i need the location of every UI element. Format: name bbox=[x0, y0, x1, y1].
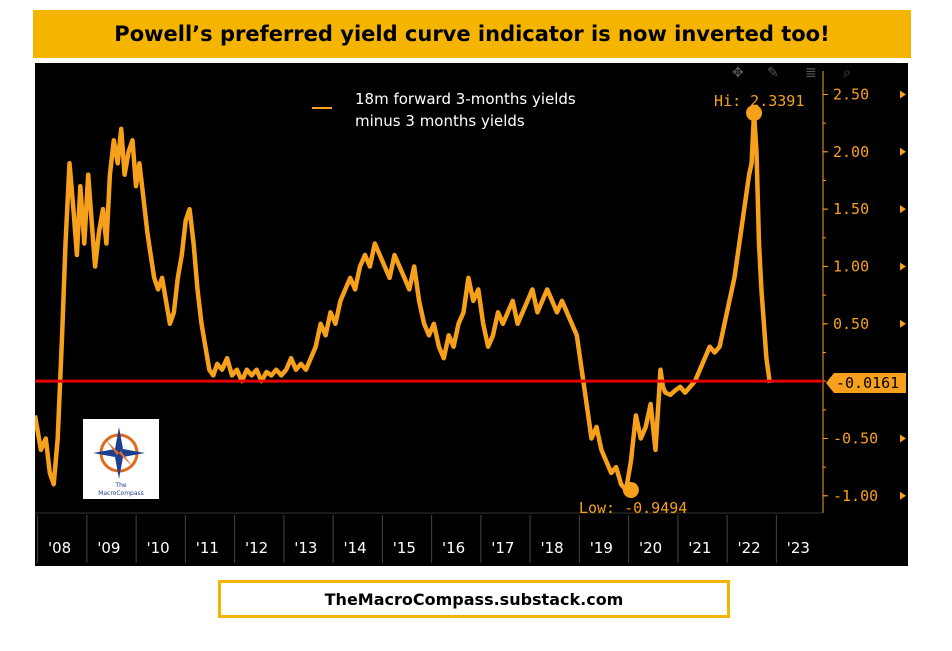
x-tick-label: '09 bbox=[97, 539, 120, 557]
svg-text:MacroCompass: MacroCompass bbox=[98, 490, 144, 497]
low-marker bbox=[622, 481, 639, 498]
search-icon[interactable]: ⌕ bbox=[843, 65, 851, 81]
page-title: Powell’s preferred yield curve indicator… bbox=[114, 22, 830, 46]
compass-logo-icon: The MacroCompass bbox=[93, 427, 145, 497]
last-value-label: -0.0161 bbox=[836, 374, 899, 392]
x-tick-label: '23 bbox=[787, 539, 810, 557]
y-tick-label: -0.50 bbox=[833, 429, 878, 447]
chart-annotations: Hi: 2.3391 Low: -0.9494 -0.0161 bbox=[35, 92, 906, 517]
chart: ✥ ✎ ≣ ⌕ 2.50 2.00 1.50 1.00 0.50 -0.50 -1.00 '0… bbox=[35, 65, 906, 563]
y-tick-arrow-icon bbox=[900, 205, 906, 214]
x-tick-label: '13 bbox=[294, 539, 317, 557]
y-tick-arrow-icon bbox=[900, 147, 906, 156]
x-tick-label: '16 bbox=[442, 539, 465, 557]
last-value-tag bbox=[826, 372, 906, 393]
legend-line-1: 18m forward 3-months yields bbox=[355, 90, 576, 108]
footer-url[interactable]: TheMacroCompass.substack.com bbox=[324, 589, 624, 609]
chart-toolbar[interactable]: ✥ ✎ ≣ ⌕ bbox=[732, 65, 851, 81]
draw-icon[interactable]: ✎ bbox=[767, 65, 779, 81]
y-tick-label: 2.50 bbox=[833, 85, 869, 103]
x-tick-label: '20 bbox=[639, 539, 662, 557]
y-tick-label: -1.00 bbox=[833, 487, 878, 505]
x-tick-label: '15 bbox=[393, 539, 416, 557]
chart-panel: ✥ ✎ ≣ ⌕ 2.50 2.00 1.50 1.00 0.50 -0.50 -1.00 '0… bbox=[35, 63, 908, 566]
footer-box: TheMacroCompass.substack.com bbox=[218, 580, 730, 618]
y-tick-arrow-icon bbox=[900, 434, 906, 443]
x-tick-label: '17 bbox=[491, 539, 514, 557]
list-icon[interactable]: ≣ bbox=[805, 65, 817, 81]
chart-legend: 18m forward 3-months yields minus 3 mont… bbox=[312, 90, 576, 130]
x-tick-label: '18 bbox=[541, 539, 564, 557]
x-tick-label: '10 bbox=[147, 539, 170, 557]
svg-text:The: The bbox=[114, 482, 126, 489]
legend-line-2: minus 3 months yields bbox=[355, 112, 525, 130]
y-tick-label: 1.00 bbox=[833, 257, 869, 275]
low-label: Low: -0.9494 bbox=[579, 499, 687, 517]
logo: The MacroCompass bbox=[83, 419, 159, 499]
y-tick-label: 1.50 bbox=[833, 200, 869, 218]
chart-series bbox=[35, 110, 773, 493]
y-tick-label: 0.50 bbox=[833, 315, 869, 333]
x-tick-label: '21 bbox=[688, 539, 711, 557]
y-tick-arrow-icon bbox=[900, 262, 906, 271]
series-line bbox=[35, 110, 773, 493]
x-tick-label: '11 bbox=[196, 539, 219, 557]
chart-axes: 2.50 2.00 1.50 1.00 0.50 -0.50 -1.00 '08 '09 '10 '… bbox=[35, 71, 906, 563]
x-tick-label: '22 bbox=[738, 539, 761, 557]
y-tick-arrow-icon bbox=[900, 90, 906, 99]
high-label: Hi: 2.3391 bbox=[714, 92, 804, 110]
x-tick-label: '12 bbox=[245, 539, 268, 557]
title-banner: Powell’s preferred yield curve indicator… bbox=[33, 10, 911, 58]
y-tick-label: 2.00 bbox=[833, 143, 869, 161]
y-tick-arrow-icon bbox=[900, 319, 906, 328]
x-tick-label: '08 bbox=[48, 539, 71, 557]
high-marker bbox=[746, 104, 763, 121]
crosshair-icon[interactable]: ✥ bbox=[732, 65, 744, 81]
y-tick-arrow-icon bbox=[900, 491, 906, 500]
x-tick-label: '14 bbox=[344, 539, 367, 557]
x-tick-label: '19 bbox=[590, 539, 613, 557]
